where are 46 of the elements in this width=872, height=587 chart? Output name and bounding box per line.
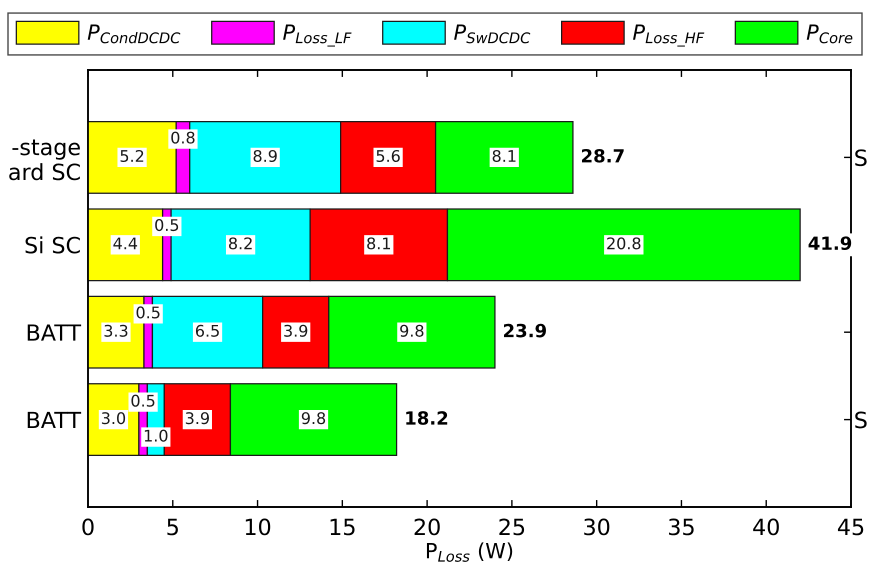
y-tick-label: BATT [28,324,82,341]
x-tick-label: 25 [499,518,524,536]
data-label: 0.5 [136,306,160,318]
y-tick-label: BATT [28,412,82,428]
legend-label: P$_{Core}$ [806,24,852,44]
x-tick-label: 40 [753,518,779,536]
x-tick-label: 10 [246,518,270,536]
legend-label: P$_{Loss_LF}$ [283,24,352,47]
data-label: 3.9 [186,412,209,424]
legend-label: P$_{Loss_HF}$ [633,24,704,47]
legend-label: P$_{CondDCDC}$ [88,24,180,44]
data-label: 9.8 [400,324,424,337]
data-label: 8.2 [228,237,252,250]
data-label: 8.1 [367,237,390,250]
data-label: 3.9 [284,324,308,337]
y2-tick-label: S [855,412,867,428]
data-label: 9.8 [302,412,326,424]
data-label: 8.1 [492,150,516,162]
data-label: 4.4 [113,238,138,250]
data-label: 8.9 [254,150,277,162]
data-label: 3.0 [102,412,126,424]
x-tick-label: 0 [82,518,94,536]
total-label: 28.7 [582,148,624,163]
data-label: 5.2 [120,150,144,162]
data-label: 6.5 [196,324,219,337]
total-label: 18.2 [406,411,448,425]
x-tick-label: 15 [330,518,355,536]
data-label: 1.0 [144,430,168,442]
data-label: 20.8 [607,237,640,250]
legend-label: P$_{SwDCDC}$ [454,24,530,44]
total-label: 41.9 [808,236,852,250]
x-tick-label: 35 [669,518,694,536]
y-tick-label: Si SC [26,236,80,254]
y2-tick-label: S [855,149,867,166]
x-tick-label: 5 [167,518,178,536]
data-label: 3.3 [104,324,128,337]
data-label: 0.5 [131,394,154,407]
x-tick-label: 45 [838,518,864,536]
x-tick-label: 30 [584,518,610,536]
data-label: 5.6 [376,150,400,162]
data-label: 0.8 [171,132,195,144]
data-label: 0.5 [155,219,178,232]
x-axis-title: P$_{Loss}$ (W) [426,542,512,562]
total-label: 23.9 [504,324,546,338]
x-tick-label: 20 [414,518,440,536]
y-tick-label: -stage ard SC [9,139,80,180]
